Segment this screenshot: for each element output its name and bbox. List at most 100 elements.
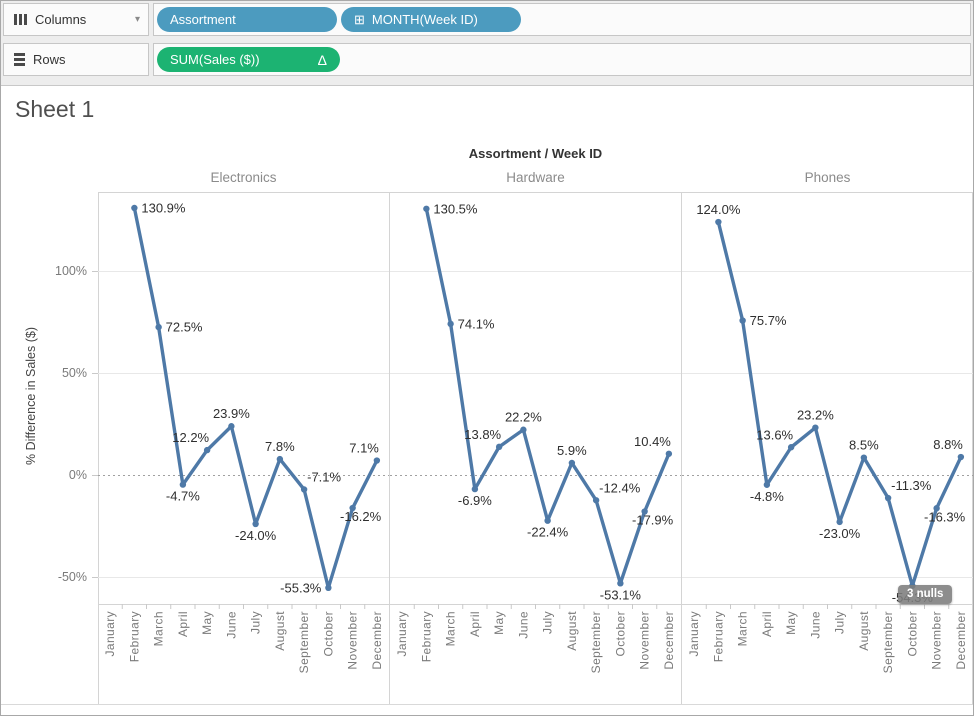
panel-header-hardware: Hardware (506, 170, 565, 185)
rows-shelf-header[interactable]: Rows (3, 43, 149, 76)
x-tick-label: September (881, 611, 895, 673)
x-tick-label: July (541, 611, 555, 634)
data-point-marker[interactable] (812, 424, 819, 431)
data-point-label: 75.7% (750, 313, 787, 328)
nulls-indicator-badge[interactable]: 3 nulls (898, 585, 953, 604)
data-point-marker[interactable] (884, 494, 892, 502)
x-tick-label: November (930, 611, 944, 670)
data-point-marker[interactable] (276, 455, 284, 463)
data-point-label: 7.1% (349, 441, 379, 456)
data-point-label: 7.8% (265, 439, 295, 454)
x-tick-label: March (444, 611, 458, 646)
data-point-label: -4.7% (166, 489, 200, 504)
plus-box-icon[interactable]: ⊞ (354, 11, 365, 27)
x-tick-label: December (370, 611, 384, 670)
columns-shelf-header[interactable]: Columns ▾ (3, 3, 149, 36)
data-point-marker[interactable] (739, 317, 746, 324)
x-tick-label: November (638, 611, 652, 670)
panel-phones[interactable]: January February March April May June July Augu… (682, 192, 973, 704)
data-point-marker[interactable] (933, 505, 940, 512)
x-tick-label: February (419, 611, 433, 662)
data-point-marker[interactable] (325, 584, 332, 592)
data-point-marker[interactable] (836, 518, 843, 526)
data-point-label: -4.8% (750, 489, 784, 504)
data-point-label: 13.8% (464, 427, 501, 442)
data-point-label: -12.4% (599, 480, 641, 495)
data-point-marker[interactable] (641, 508, 648, 515)
x-tick-label: July (249, 611, 263, 634)
x-tick-label: February (711, 611, 725, 662)
panel-hardware[interactable]: January February March April May June July Augu… (390, 192, 681, 704)
data-point-label: 130.5% (433, 201, 478, 216)
y-tick-label: -50% (57, 570, 87, 584)
data-point-marker[interactable] (617, 580, 624, 587)
data-point-marker[interactable] (131, 204, 138, 212)
y-tick-label: 50% (61, 366, 87, 380)
data-point-marker[interactable] (592, 497, 600, 504)
data-point-marker[interactable] (373, 457, 381, 464)
panel-electronics[interactable]: January February March April May June July Augu… (98, 192, 389, 704)
data-point-marker[interactable] (495, 443, 503, 451)
x-tick-label: May (492, 611, 506, 635)
data-point-label: -23.0% (819, 526, 861, 541)
data-point-label: -17.9% (632, 513, 674, 528)
data-point-marker[interactable] (471, 485, 479, 493)
panel-header-phones: Phones (804, 170, 851, 185)
data-point-marker[interactable] (860, 454, 868, 461)
x-tick-label: October (905, 611, 919, 657)
x-tick-label: June (224, 611, 238, 639)
data-point-marker[interactable] (252, 520, 259, 528)
rows-shelf-label: Rows (33, 52, 66, 67)
x-tick-label: March (736, 611, 750, 646)
data-point-marker[interactable] (763, 481, 771, 488)
chevron-down-icon[interactable]: ▾ (134, 14, 140, 25)
data-point-marker[interactable] (447, 320, 454, 328)
panel-border-left (98, 192, 99, 704)
data-point-label: 8.5% (849, 438, 879, 453)
data-point-label: 22.2% (505, 410, 542, 425)
pill-sum-sales[interactable]: SUM(Sales ($)) Δ (157, 47, 340, 72)
data-point-marker[interactable] (544, 517, 551, 524)
rows-pill-area: SUM(Sales ($)) Δ (153, 43, 971, 76)
x-tick-label: May (200, 611, 214, 635)
data-point-label: 12.2% (172, 430, 209, 445)
x-tick-label: September (589, 611, 603, 673)
data-point-label: 130.9% (141, 200, 186, 215)
data-point-marker[interactable] (520, 426, 527, 433)
x-tick-label: April (760, 611, 774, 637)
data-point-marker[interactable] (423, 205, 430, 212)
data-point-marker[interactable] (665, 450, 673, 457)
data-point-marker[interactable] (715, 218, 722, 226)
x-tick-label: April (468, 611, 482, 637)
data-point-label: -7.1% (307, 469, 341, 484)
x-tick-label: October (321, 611, 335, 657)
data-point-label: -22.4% (527, 525, 569, 540)
x-tick-label: August (857, 611, 871, 651)
x-tick-label: March (152, 611, 166, 646)
data-point-marker[interactable] (787, 444, 795, 451)
data-point-marker[interactable] (568, 459, 576, 467)
data-point-marker[interactable] (228, 423, 235, 430)
data-point-marker[interactable] (957, 453, 965, 461)
data-point-label: 5.9% (557, 443, 587, 458)
data-point-label: 8.8% (933, 437, 963, 452)
x-tick-label: June (808, 611, 822, 639)
data-point-label: 72.5% (166, 320, 203, 335)
pill-month-week-id[interactable]: ⊞ MONTH(Week ID) (341, 7, 521, 32)
pill-label: SUM(Sales ($)) (170, 52, 260, 67)
x-tick-label: June (516, 611, 530, 639)
delta-icon: Δ (317, 51, 327, 68)
data-point-marker[interactable] (300, 486, 308, 493)
data-point-label: -16.2% (340, 509, 382, 524)
x-tick-label: November (346, 611, 360, 670)
pill-assortment[interactable]: Assortment (157, 7, 337, 32)
data-point-marker[interactable] (203, 446, 211, 454)
panel-border-right (972, 192, 973, 704)
data-point-marker[interactable] (349, 504, 356, 512)
data-point-marker[interactable] (179, 481, 187, 488)
panel-border-2 (681, 192, 682, 704)
sheet-title: Sheet 1 (15, 96, 95, 122)
data-point-label: -11.3% (891, 478, 932, 493)
data-point-marker[interactable] (155, 323, 162, 331)
